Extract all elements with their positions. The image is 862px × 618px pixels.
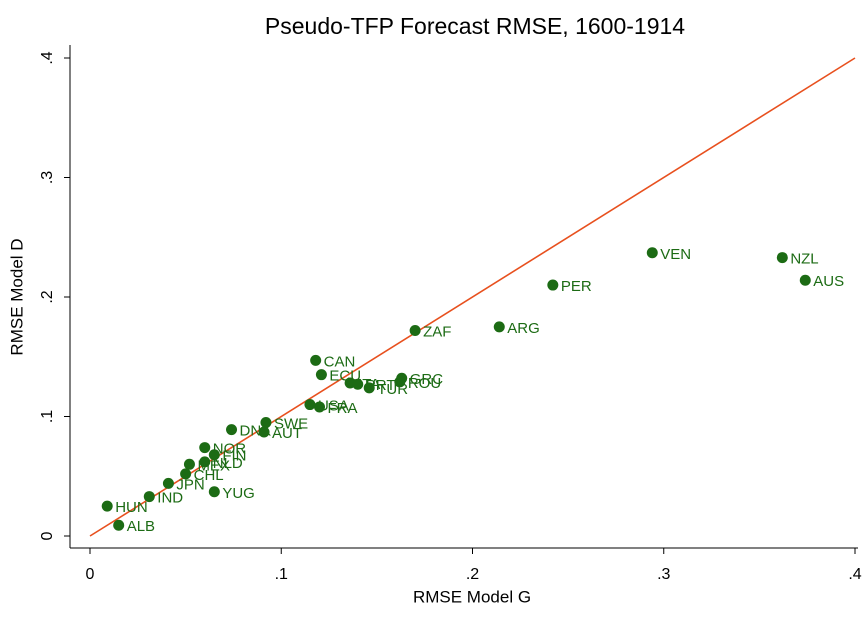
- point: [799, 274, 811, 286]
- point: [646, 247, 658, 259]
- point: [409, 324, 421, 336]
- point-label: ALB: [127, 518, 155, 535]
- point-label: PER: [561, 278, 592, 295]
- point: [208, 486, 220, 498]
- point: [183, 458, 195, 470]
- point: [143, 491, 155, 503]
- point-label: ZAF: [423, 323, 451, 340]
- point: [352, 378, 364, 390]
- point: [310, 354, 322, 366]
- x-tick-label: 0: [86, 566, 95, 583]
- point: [547, 279, 559, 291]
- x-tick-label: .3: [657, 566, 670, 583]
- point: [304, 399, 316, 411]
- point: [208, 449, 220, 461]
- point: [315, 369, 327, 381]
- y-tick-label: 0: [39, 531, 56, 540]
- y-tick-label: .4: [39, 51, 56, 64]
- point: [113, 519, 125, 531]
- point: [260, 416, 272, 428]
- point: [394, 376, 406, 388]
- point: [363, 382, 375, 394]
- point: [199, 456, 211, 468]
- x-axis-title: RMSE Model G: [413, 587, 531, 606]
- y-tick-label: .1: [39, 410, 56, 423]
- point: [493, 321, 505, 333]
- point-label: JPN: [176, 476, 204, 493]
- point-label: VEN: [660, 246, 691, 263]
- y-axis-title: RMSE Model D: [7, 238, 26, 355]
- point-label: SWE: [274, 415, 308, 432]
- x-tick-label: .4: [848, 566, 861, 583]
- point-label: AUS: [813, 273, 844, 290]
- point-label: CHL: [194, 467, 224, 484]
- point-label: NLD: [213, 455, 243, 472]
- y-tick-label: .2: [39, 290, 56, 303]
- point-label: ROU: [408, 375, 441, 392]
- point: [258, 426, 270, 438]
- point: [776, 252, 788, 264]
- point-label: HUN: [115, 499, 147, 516]
- point-label: FIN: [222, 448, 246, 465]
- point-label: IND: [157, 490, 183, 507]
- point-label: TUR: [377, 381, 408, 398]
- point-label: CAN: [324, 353, 356, 370]
- point-label: NZL: [790, 251, 818, 268]
- point: [199, 442, 211, 454]
- chart-title: Pseudo-TFP Forecast RMSE, 1600-1914: [265, 13, 685, 39]
- point: [226, 424, 238, 436]
- point: [180, 468, 192, 480]
- y-tick-label: .3: [39, 171, 56, 184]
- point-label: MEX: [197, 457, 230, 474]
- point-label: NOR: [213, 441, 247, 458]
- point: [101, 500, 113, 512]
- x-tick-label: .1: [275, 566, 288, 583]
- point-label: FRA: [328, 400, 358, 417]
- x-tick-label: .2: [466, 566, 479, 583]
- point: [162, 477, 174, 489]
- point-label: USA: [318, 398, 349, 415]
- point-label: AUT: [272, 425, 302, 442]
- point-label: ARG: [507, 320, 540, 337]
- point-label: YUG: [222, 485, 255, 502]
- point: [314, 401, 325, 413]
- point-label: GRC: [410, 371, 444, 388]
